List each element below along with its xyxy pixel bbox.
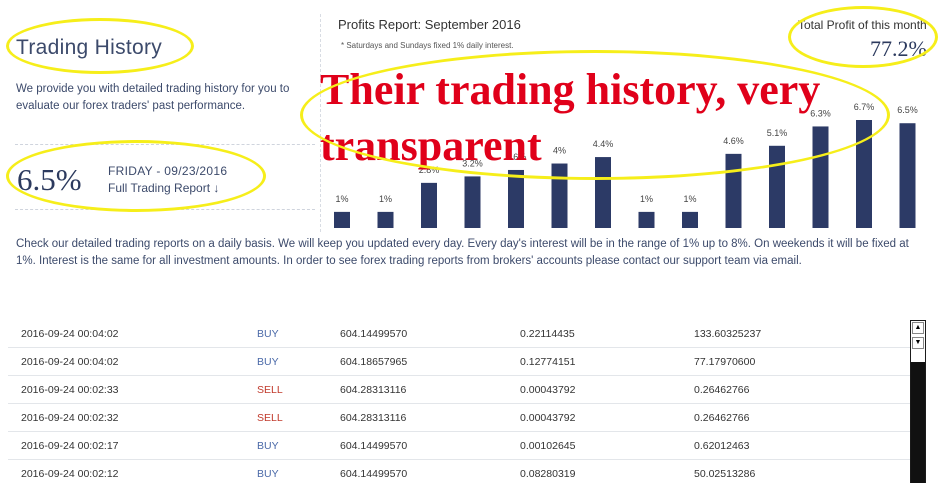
chart-bar xyxy=(856,120,872,228)
report-title: Profits Report: September 2016 xyxy=(338,17,521,32)
arrow-down-icon[interactable]: ▼ xyxy=(912,337,924,349)
trade-amount: 0.00043792 xyxy=(520,375,694,404)
chart-bar-label: 6.5% xyxy=(897,105,918,115)
trade-type: BUY xyxy=(257,347,340,376)
chart-bar xyxy=(899,123,916,228)
page-description: We provide you with detailed trading his… xyxy=(16,83,290,112)
trade-total: 50.02513286 xyxy=(694,459,910,483)
table-scrollbar[interactable]: ▲ ▼ xyxy=(910,320,926,483)
highlight-latest xyxy=(6,140,266,212)
trade-price: 604.14499570 xyxy=(340,431,520,460)
trade-price: 604.28313116 xyxy=(340,403,520,432)
trade-total: 77.17970600 xyxy=(694,347,910,376)
trade-type: BUY xyxy=(257,431,340,460)
chart-bar xyxy=(638,211,655,228)
trade-price: 604.28313116 xyxy=(340,375,520,404)
chart-bar xyxy=(682,211,698,228)
trade-amount: 0.00043792 xyxy=(520,403,694,432)
trade-time: 2016-09-24 00:02:17 xyxy=(8,431,257,460)
chart-bar xyxy=(334,211,350,228)
trade-amount: 0.08280319 xyxy=(520,459,694,483)
report-note: * Saturdays and Sundays fixed 1% daily i… xyxy=(341,41,514,50)
trade-price: 604.14499570 xyxy=(340,459,520,483)
trade-total: 133.60325237 xyxy=(694,320,910,348)
trade-price: 604.18657965 xyxy=(340,347,520,376)
table-row: 2016-09-24 00:04:02 BUY 604.14499570 0.2211… xyxy=(8,320,910,348)
trades-table: 2016-09-24 00:04:02 BUY 604.14499570 0.2211… xyxy=(8,320,910,483)
highlight-overlay xyxy=(300,50,890,180)
highlight-title xyxy=(6,18,194,74)
chart-bar-label: 1% xyxy=(379,194,392,204)
trade-amount: 0.22114435 xyxy=(520,320,694,348)
trade-time: 2016-09-24 00:02:32 xyxy=(8,403,257,432)
trade-total: 0.26462766 xyxy=(694,375,910,404)
table-row: 2016-09-24 00:02:12 BUY 604.14499570 0.0828… xyxy=(8,459,910,483)
chart-bar-label: 1% xyxy=(335,194,348,204)
trade-time: 2016-09-24 00:02:12 xyxy=(8,459,257,483)
trade-type: BUY xyxy=(257,459,340,483)
highlight-total xyxy=(788,6,938,68)
trade-type: BUY xyxy=(257,320,340,348)
chart-bar xyxy=(421,182,437,228)
chart-bar-label: 1% xyxy=(683,194,696,204)
trade-price: 604.14499570 xyxy=(340,320,520,348)
trade-amount: 0.00102645 xyxy=(520,431,694,460)
trade-total: 0.62012463 xyxy=(694,431,910,460)
chart-bar-label: 1% xyxy=(640,194,653,204)
trade-amount: 0.12774151 xyxy=(520,347,694,376)
chart-bar xyxy=(377,211,394,228)
chart-bar-label: 2.8% xyxy=(419,165,440,175)
table-row: 2016-09-24 00:02:17 BUY 604.14499570 0.0010… xyxy=(8,431,910,460)
trade-type: SELL xyxy=(257,375,340,404)
table-row: 2016-09-24 00:04:02 BUY 604.18657965 0.1277… xyxy=(8,347,910,376)
trade-time: 2016-09-24 00:02:33 xyxy=(8,375,257,404)
trade-total: 0.26462766 xyxy=(694,403,910,432)
chart-bar xyxy=(508,169,524,228)
chart-bar xyxy=(464,176,481,228)
table-row: 2016-09-24 00:02:33 SELL 604.28313116 0.000… xyxy=(8,375,910,404)
info-paragraph: Check our detailed trading reports on a … xyxy=(16,238,909,267)
trade-time: 2016-09-24 00:04:02 xyxy=(8,347,257,376)
trade-time: 2016-09-24 00:04:02 xyxy=(8,320,257,348)
table-row: 2016-09-24 00:02:32 SELL 604.28313116 0.000… xyxy=(8,403,910,432)
arrow-up-icon[interactable]: ▲ xyxy=(912,322,924,334)
trades-table-container[interactable]: 2016-09-24 00:04:02 BUY 604.14499570 0.2211… xyxy=(8,320,910,483)
trade-type: SELL xyxy=(257,403,340,432)
scrollbar-thumb[interactable] xyxy=(911,362,925,483)
